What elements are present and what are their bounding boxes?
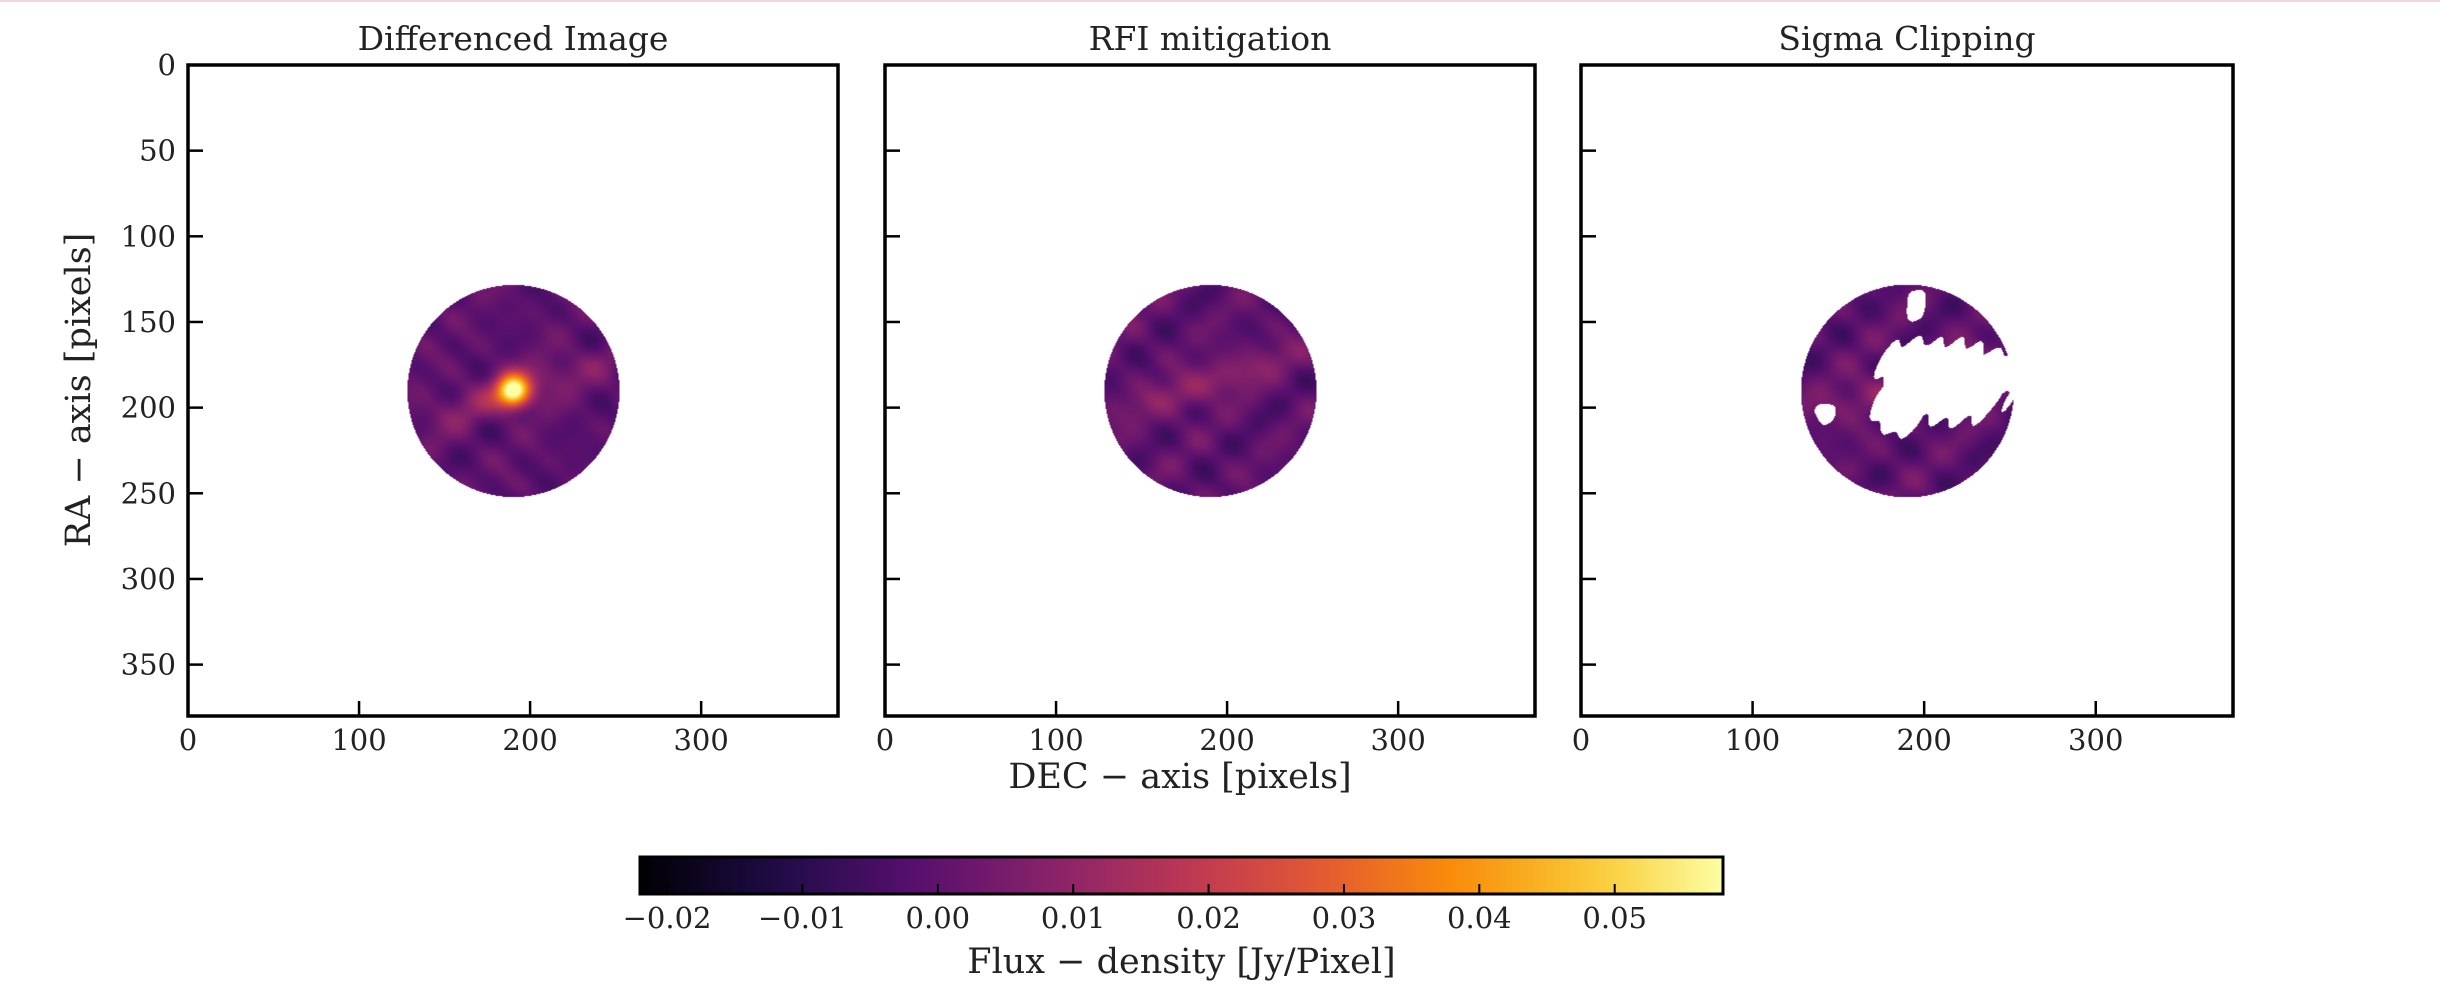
colorbar-tick-label: 0.00 bbox=[906, 901, 971, 935]
x-axis-label: DEC − axis [pixels] bbox=[1008, 757, 1351, 797]
flux-disk-image bbox=[405, 283, 621, 498]
x-tick-label: 300 bbox=[1370, 723, 1425, 757]
panel-title: Sigma Clipping bbox=[1778, 19, 2035, 58]
panel-frame bbox=[883, 63, 1537, 718]
x-tick-label: 0 bbox=[1572, 723, 1590, 757]
colorbar-label: Flux − density [Jy/Pixel] bbox=[967, 942, 1395, 982]
colorbar-tick-label: 0.04 bbox=[1447, 901, 1512, 935]
x-tick-label: 200 bbox=[502, 723, 557, 757]
top-border-line bbox=[0, 0, 2440, 2]
x-tick-label: 100 bbox=[331, 723, 386, 757]
x-tick-label: 0 bbox=[179, 723, 197, 757]
panel-frame bbox=[1579, 63, 2235, 718]
y-tick-label: 250 bbox=[121, 476, 176, 510]
y-tick-label: 0 bbox=[158, 48, 176, 82]
colorbar-tick-label: 0.03 bbox=[1312, 901, 1377, 935]
y-tick-label: 200 bbox=[121, 391, 176, 425]
panel-title: Differenced Image bbox=[358, 19, 669, 58]
x-tick-label: 200 bbox=[1199, 723, 1254, 757]
y-tick-label: 50 bbox=[139, 134, 176, 168]
x-tick-label: 100 bbox=[1028, 723, 1083, 757]
colorbar-tick-label: 0.05 bbox=[1582, 901, 1647, 935]
panel-title: RFI mitigation bbox=[1089, 19, 1332, 58]
y-tick-label: 300 bbox=[121, 562, 176, 596]
x-tick-label: 100 bbox=[1725, 723, 1780, 757]
colorbar-tick-label: 0.01 bbox=[1041, 901, 1106, 935]
colorbar-tick-label: −0.02 bbox=[623, 901, 712, 935]
x-tick-label: 300 bbox=[2068, 723, 2123, 757]
colorbar bbox=[638, 855, 1725, 896]
flux-disk-image bbox=[1102, 283, 1318, 498]
y-tick-label: 100 bbox=[121, 219, 176, 253]
y-tick-label: 150 bbox=[121, 305, 176, 339]
y-tick-label: 350 bbox=[121, 648, 176, 682]
panel-frame bbox=[186, 63, 840, 718]
colorbar-tick-label: −0.01 bbox=[758, 901, 847, 935]
colorbar-tick-label: 0.02 bbox=[1176, 901, 1241, 935]
flux-disk-image bbox=[1799, 283, 2015, 498]
x-tick-label: 200 bbox=[1896, 723, 1951, 757]
x-tick-label: 0 bbox=[876, 723, 894, 757]
x-tick-label: 300 bbox=[673, 723, 728, 757]
y-axis-label: RA − axis [pixels] bbox=[59, 233, 99, 548]
